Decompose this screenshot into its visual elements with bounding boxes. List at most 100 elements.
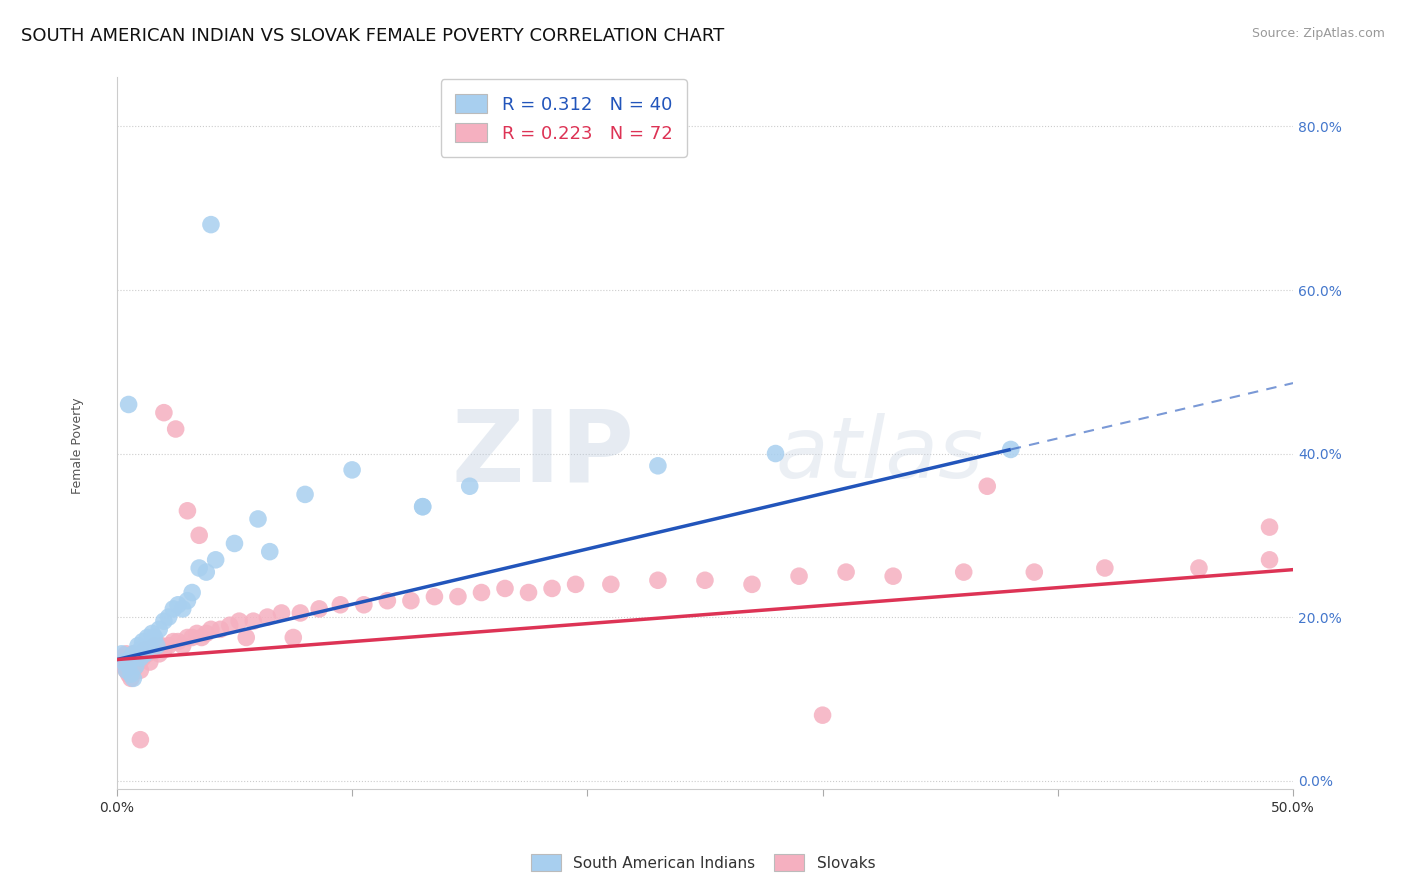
Point xyxy=(423,590,446,604)
Point xyxy=(176,504,198,518)
Point xyxy=(122,672,145,686)
Point xyxy=(541,582,564,596)
Point xyxy=(125,651,148,665)
Point xyxy=(110,647,132,661)
Point xyxy=(150,639,173,653)
Point xyxy=(209,623,232,637)
Point xyxy=(153,614,176,628)
Point xyxy=(117,655,139,669)
Point xyxy=(976,479,998,493)
Point xyxy=(112,655,135,669)
Point xyxy=(172,602,194,616)
Point xyxy=(117,659,139,673)
Point xyxy=(256,610,278,624)
Point xyxy=(811,708,834,723)
Point xyxy=(153,406,176,420)
Point xyxy=(167,634,190,648)
Point xyxy=(110,651,132,665)
Point xyxy=(143,631,166,645)
Point xyxy=(148,623,170,637)
Point xyxy=(146,642,169,657)
Point xyxy=(340,463,363,477)
Legend: R = 0.312   N = 40, R = 0.223   N = 72: R = 0.312 N = 40, R = 0.223 N = 72 xyxy=(440,79,688,157)
Point xyxy=(218,618,240,632)
Point xyxy=(162,634,184,648)
Point xyxy=(564,577,586,591)
Point xyxy=(283,631,305,645)
Point xyxy=(447,590,470,604)
Point xyxy=(308,602,330,616)
Point xyxy=(224,536,246,550)
Point xyxy=(181,585,204,599)
Point xyxy=(765,446,787,460)
Point xyxy=(148,647,170,661)
Point xyxy=(120,651,142,665)
Point xyxy=(195,565,218,579)
Point xyxy=(134,642,156,657)
Point xyxy=(787,569,810,583)
Point xyxy=(115,663,138,677)
Point xyxy=(167,598,190,612)
Point xyxy=(117,397,139,411)
Point xyxy=(494,582,516,596)
Point xyxy=(117,667,139,681)
Point xyxy=(228,614,250,628)
Point xyxy=(132,651,155,665)
Point xyxy=(1024,565,1046,579)
Point xyxy=(176,631,198,645)
Point xyxy=(129,732,152,747)
Point xyxy=(399,593,422,607)
Point xyxy=(290,606,312,620)
Point xyxy=(377,593,399,607)
Point xyxy=(129,647,152,661)
Point xyxy=(294,487,316,501)
Point xyxy=(329,598,352,612)
Text: atlas: atlas xyxy=(776,413,984,496)
Point xyxy=(162,602,184,616)
Point xyxy=(122,663,145,677)
Point xyxy=(458,479,481,493)
Point xyxy=(1258,520,1281,534)
Point xyxy=(412,500,434,514)
Point xyxy=(353,598,375,612)
Point xyxy=(835,565,858,579)
Text: SOUTH AMERICAN INDIAN VS SLOVAK FEMALE POVERTY CORRELATION CHART: SOUTH AMERICAN INDIAN VS SLOVAK FEMALE P… xyxy=(21,27,724,45)
Point xyxy=(157,610,180,624)
Point xyxy=(141,626,163,640)
Point xyxy=(129,651,152,665)
Point xyxy=(470,585,492,599)
Point xyxy=(270,606,292,620)
Point xyxy=(136,647,159,661)
Point xyxy=(188,528,211,542)
Point xyxy=(882,569,904,583)
Point xyxy=(127,655,149,669)
Point xyxy=(517,585,540,599)
Point xyxy=(412,500,434,514)
Text: ZIP: ZIP xyxy=(451,406,634,503)
Point xyxy=(693,574,716,588)
Point xyxy=(127,639,149,653)
Point xyxy=(139,655,162,669)
Point xyxy=(242,614,264,628)
Point xyxy=(181,631,204,645)
Point xyxy=(599,577,621,591)
Point xyxy=(1258,553,1281,567)
Text: Source: ZipAtlas.com: Source: ZipAtlas.com xyxy=(1251,27,1385,40)
Point xyxy=(146,639,169,653)
Point xyxy=(132,634,155,648)
Point xyxy=(134,647,156,661)
Point xyxy=(153,642,176,657)
Point xyxy=(141,642,163,657)
Point xyxy=(122,647,145,661)
Point xyxy=(136,631,159,645)
Legend: South American Indians, Slovaks: South American Indians, Slovaks xyxy=(524,848,882,877)
Point xyxy=(129,663,152,677)
Point xyxy=(165,422,187,436)
Point xyxy=(1000,442,1022,457)
Point xyxy=(190,631,212,645)
Point xyxy=(186,626,208,640)
Point xyxy=(157,639,180,653)
Point xyxy=(952,565,974,579)
Point xyxy=(1094,561,1116,575)
Point xyxy=(188,561,211,575)
